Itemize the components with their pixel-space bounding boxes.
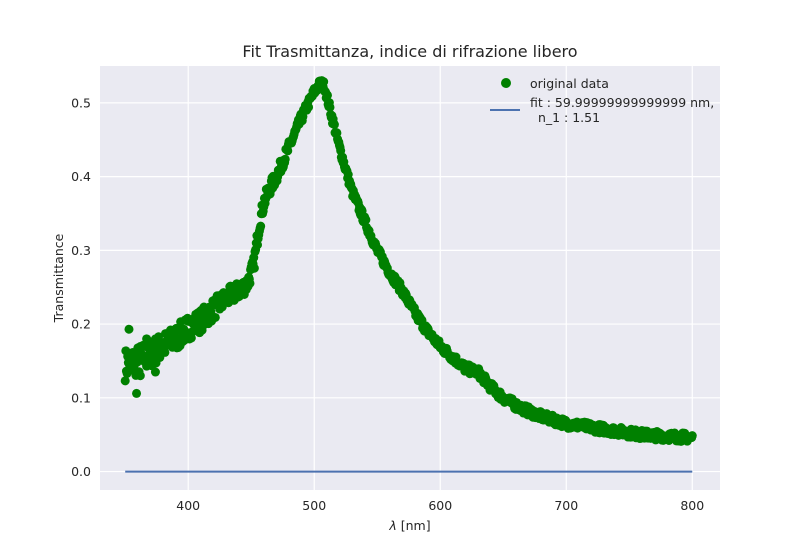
legend-marker-original-data xyxy=(501,78,511,88)
data-point xyxy=(283,146,293,156)
data-point xyxy=(132,388,142,398)
x-tick-labels: 400 500 600 700 800 xyxy=(176,498,704,513)
data-point xyxy=(319,77,329,87)
x-tick-label: 500 xyxy=(302,498,326,513)
data-point xyxy=(304,102,314,112)
data-point xyxy=(687,431,697,441)
data-series xyxy=(120,76,697,446)
x-tick-label: 700 xyxy=(554,498,578,513)
data-point xyxy=(135,371,145,381)
x-axis-label-variable: λ xyxy=(388,518,396,533)
x-tick-label: 600 xyxy=(428,498,452,513)
data-point xyxy=(245,278,255,288)
data-point xyxy=(127,363,137,373)
y-axis-label: Transmittance xyxy=(51,233,66,323)
legend-label-original-data: original data xyxy=(530,76,609,91)
y-tick-label: 0.0 xyxy=(71,464,91,479)
chart-title: Fit Trasmittanza, indice di rifrazione l… xyxy=(242,42,577,61)
data-point xyxy=(256,221,266,231)
plot-area xyxy=(100,66,720,490)
data-point xyxy=(325,102,335,112)
x-axis-label: λ [nm] xyxy=(388,518,430,533)
data-point xyxy=(120,376,130,386)
y-tick-label: 0.3 xyxy=(71,243,91,258)
legend-label-fit-line2: n_1 : 1.51 xyxy=(530,110,600,125)
x-tick-label: 800 xyxy=(680,498,704,513)
x-axis-label-unit: [nm] xyxy=(397,518,431,533)
data-point xyxy=(142,334,152,344)
data-point xyxy=(329,120,339,130)
data-point xyxy=(280,154,290,164)
y-tick-label: 0.2 xyxy=(71,317,91,332)
data-point xyxy=(154,332,164,342)
legend: original data fit : 59.99999999999999 nm… xyxy=(490,76,714,125)
x-tick-label: 400 xyxy=(176,498,200,513)
y-tick-labels: 0.0 0.1 0.2 0.3 0.4 0.5 xyxy=(71,95,91,479)
y-tick-label: 0.4 xyxy=(71,169,91,184)
data-point xyxy=(150,367,160,377)
data-point xyxy=(160,347,170,357)
data-point xyxy=(249,263,259,273)
data-point xyxy=(361,215,371,225)
legend-label-fit-line1: fit : 59.99999999999999 nm, xyxy=(530,95,714,110)
data-point xyxy=(322,90,332,100)
y-tick-label: 0.1 xyxy=(71,390,91,405)
data-point xyxy=(124,324,134,334)
y-tick-label: 0.5 xyxy=(71,95,91,110)
data-point xyxy=(210,312,220,322)
